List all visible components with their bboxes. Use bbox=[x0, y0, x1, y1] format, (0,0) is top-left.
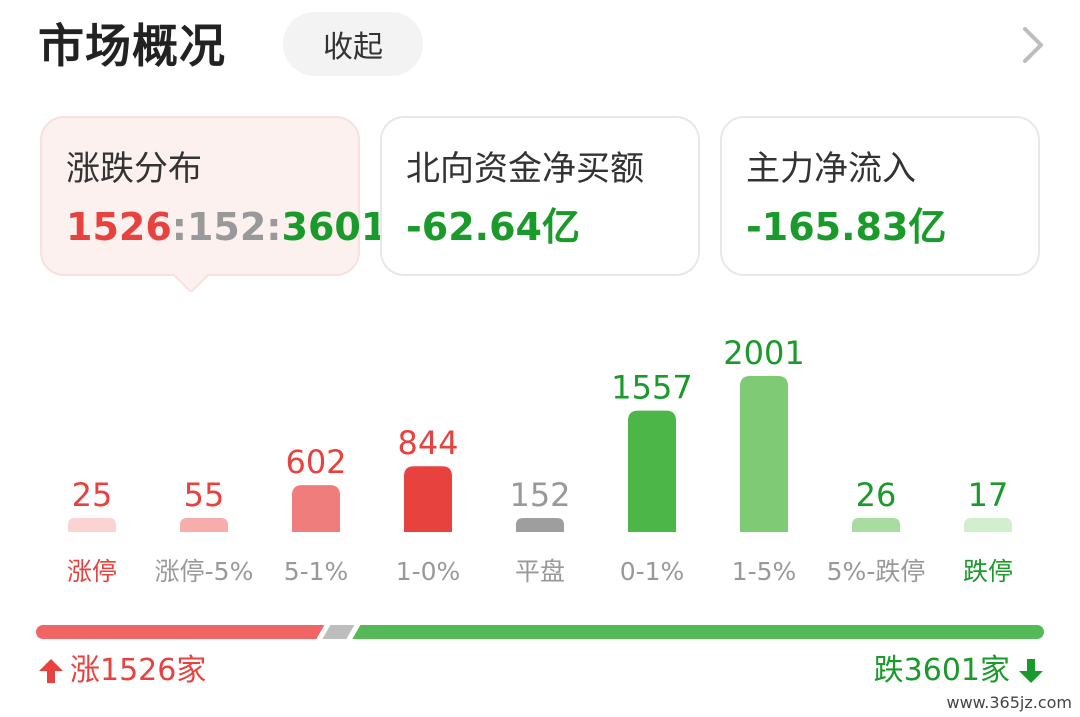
ratio-flat-count: 152 bbox=[186, 205, 267, 249]
bar-0 bbox=[68, 518, 116, 532]
bar-8 bbox=[964, 518, 1012, 532]
progress-down-segment bbox=[352, 625, 1044, 639]
category-label: 0-1% bbox=[620, 557, 685, 586]
card-main-net-inflow[interactable]: 主力净流入 -165.83亿 bbox=[720, 116, 1040, 276]
card-northbound-net-buy[interactable]: 北向资金净买额 -62.64亿 bbox=[380, 116, 700, 276]
arrow-down-icon bbox=[1019, 659, 1043, 683]
up-count-text: 涨1526家 bbox=[70, 653, 207, 688]
main-net-inflow-value: -165.83亿 bbox=[746, 205, 947, 249]
arrow-up-icon bbox=[39, 659, 63, 683]
bar-6 bbox=[740, 376, 788, 532]
bar-value-label: 844 bbox=[397, 424, 458, 462]
northbound-net-buy-value: -62.64亿 bbox=[406, 205, 580, 249]
progress-up-segment bbox=[36, 625, 325, 639]
progress-flat-segment bbox=[322, 625, 355, 639]
card-label: 主力净流入 bbox=[746, 149, 916, 189]
bar-value-label: 25 bbox=[72, 476, 113, 514]
bar-value-label: 55 bbox=[184, 476, 225, 514]
bar-value-label: 1557 bbox=[611, 369, 692, 407]
rise-fall-progress-bar bbox=[36, 625, 1044, 639]
ratio-down-count: 3601 bbox=[281, 205, 388, 249]
watermark: www.365jz.com bbox=[946, 693, 1072, 712]
rise-fall-ratio: 1526:152:3601 bbox=[66, 202, 387, 252]
card-label: 北向资金净买额 bbox=[406, 149, 644, 189]
category-label: 涨停 bbox=[67, 557, 117, 586]
bar-3 bbox=[404, 466, 452, 532]
category-label: 跌停 bbox=[963, 557, 1013, 586]
bar-value-label: 17 bbox=[968, 476, 1009, 514]
category-label: 涨停-5% bbox=[155, 557, 254, 586]
bar-5 bbox=[628, 410, 676, 532]
down-count-text: 跌3601家 bbox=[873, 653, 1010, 688]
down-count-label: 跌3601家 bbox=[874, 650, 1044, 692]
card-rise-fall-distribution[interactable]: 涨跌分布 1526:152:3601 bbox=[40, 116, 387, 276]
card-label: 涨跌分布 bbox=[66, 149, 202, 189]
bar-1 bbox=[180, 518, 228, 532]
ratio-separator: : bbox=[171, 205, 187, 249]
bar-7 bbox=[852, 518, 900, 532]
collapse-button[interactable]: 收起 bbox=[283, 12, 423, 76]
up-count-label: 涨1526家 bbox=[38, 650, 206, 692]
category-label: 5%-跌停 bbox=[827, 557, 926, 586]
category-label: 1-5% bbox=[732, 557, 797, 586]
bar-value-label: 2001 bbox=[723, 334, 804, 372]
bar-value-label: 602 bbox=[285, 443, 346, 481]
card-pointer bbox=[173, 274, 209, 292]
bar-value-label: 152 bbox=[509, 476, 570, 514]
ratio-up-count: 1526 bbox=[66, 205, 172, 249]
category-label: 1-0% bbox=[396, 557, 461, 586]
distribution-bar-chart: 25 涨停 55 涨停-5% 602 5-1% 844 1-0% 152 平盘 1557 0-1% 20… bbox=[67, 334, 1013, 586]
ratio-separator: : bbox=[266, 205, 282, 249]
bar-4 bbox=[516, 518, 564, 532]
bar-value-label: 26 bbox=[856, 476, 897, 514]
category-label: 5-1% bbox=[284, 557, 349, 586]
page-title: 市场概况 bbox=[38, 19, 226, 73]
bar-2 bbox=[292, 485, 340, 532]
category-label: 平盘 bbox=[515, 557, 565, 586]
chevron-right-icon[interactable] bbox=[1015, 25, 1051, 65]
